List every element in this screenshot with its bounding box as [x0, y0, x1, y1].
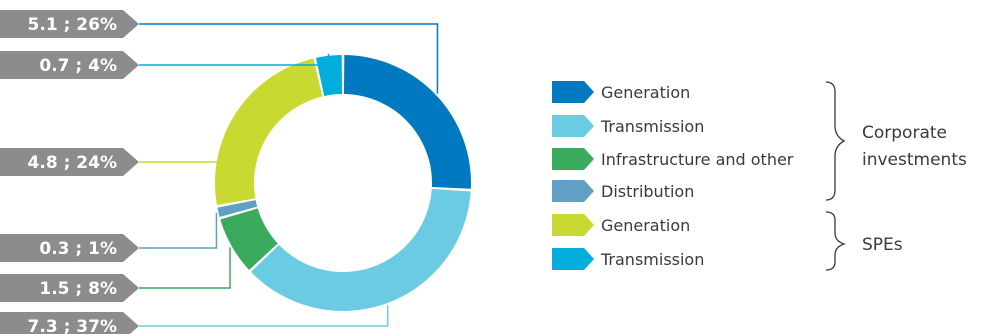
group-brace-spes: [825, 211, 847, 271]
value-callout-box: [0, 10, 139, 38]
value-callout-label: 7.3 ; 37%: [28, 317, 117, 334]
leader-lines: [139, 23, 439, 327]
value-callout-box: [0, 274, 139, 302]
leader-line: [139, 305, 389, 327]
donut-slices: [215, 55, 471, 311]
donut-slice: [220, 208, 278, 270]
donut-slice: [343, 55, 471, 189]
value-callout-box: [0, 234, 139, 262]
legend-item-label: Distribution: [601, 182, 694, 201]
leader-line: [139, 53, 330, 66]
value-callout-label: 1.5 ; 8%: [39, 279, 117, 299]
group-label-spes: SPEs: [862, 235, 903, 255]
value-callouts: 5.1 ; 26% 0.7 ; 4% 4.8 ; 24% 0.3 ; 1% 1.5 ; …: [0, 10, 139, 334]
leader-line: [139, 23, 439, 94]
legend-swatch: [552, 81, 594, 103]
leader-line: [139, 247, 231, 289]
value-callout-label: 0.7 ; 4%: [39, 56, 117, 76]
value-callout-label: 4.8 ; 24%: [28, 153, 117, 173]
value-callout-label: 5.1 ; 26%: [28, 15, 117, 35]
legend-swatch: [552, 148, 594, 170]
legend-swatch: [552, 180, 594, 202]
legend-swatch: [552, 248, 594, 270]
legend-swatch: [552, 214, 594, 236]
donut-slice: [250, 188, 471, 311]
donut-slice: [215, 58, 323, 206]
value-callout-label: 0.3 ; 1%: [39, 239, 117, 259]
value-callout-box: [0, 148, 139, 176]
value-callout-box: [0, 51, 139, 79]
group-brace-corporate: [825, 81, 846, 201]
donut-slice: [217, 200, 258, 217]
legend-item-label: Transmission: [600, 250, 704, 269]
group-label-corporate: Corporate: [862, 123, 947, 143]
leader-line: [139, 212, 218, 249]
legend-item-label: Generation: [601, 216, 690, 235]
legend: Generation Transmission Infrastructure and…: [552, 81, 967, 271]
legend-item-label: Transmission: [600, 117, 704, 136]
legend-item-label: Infrastructure and other: [601, 150, 794, 169]
legend-swatch: [552, 115, 594, 137]
value-callout-box: [0, 312, 139, 334]
group-label-corporate: investments: [862, 150, 967, 170]
legend-item-label: Generation: [601, 83, 690, 102]
